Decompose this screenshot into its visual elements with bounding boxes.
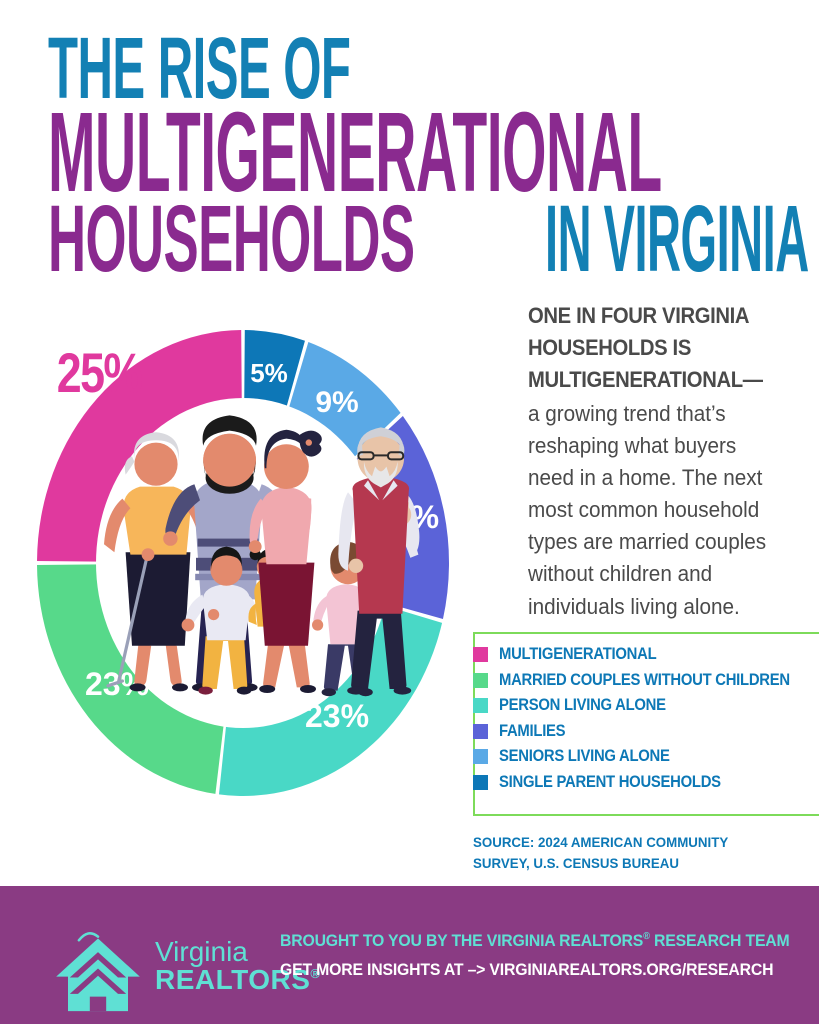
svg-text:25%: 25% — [57, 341, 142, 404]
svg-text:5%: 5% — [250, 358, 288, 388]
svg-text:9%: 9% — [315, 386, 358, 419]
